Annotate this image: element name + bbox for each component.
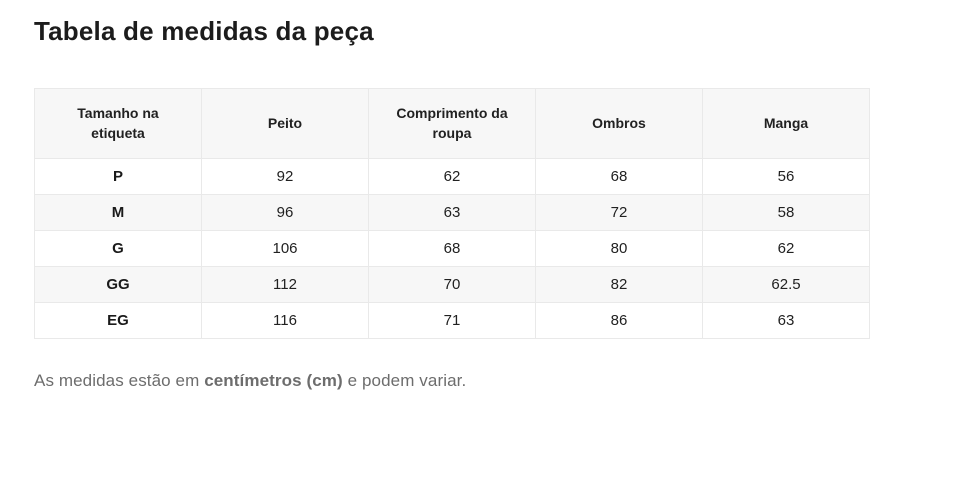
- size-label: G: [34, 230, 202, 267]
- column-header-ombros: Ombros: [535, 88, 703, 159]
- value-ombros: 80: [535, 230, 703, 267]
- value-ombros: 72: [535, 194, 703, 231]
- value-peito: 96: [201, 194, 369, 231]
- table-row-m: M 96 63 72 58: [34, 194, 870, 231]
- value-ombros: 86: [535, 302, 703, 339]
- column-header-manga: Manga: [702, 88, 870, 159]
- value-manga: 58: [702, 194, 870, 231]
- table-row-gg: GG 112 70 82 62.5: [34, 266, 870, 303]
- table-row-eg: EG 116 71 86 63: [34, 302, 870, 339]
- value-manga: 62.5: [702, 266, 870, 303]
- value-peito: 106: [201, 230, 369, 267]
- value-comprimento: 70: [368, 266, 536, 303]
- table-header: Tamanho na etiqueta Peito Comprimento da…: [34, 88, 870, 159]
- size-measurements-table: Tamanho na etiqueta Peito Comprimento da…: [34, 88, 870, 339]
- page-title: Tabela de medidas da peça: [34, 16, 374, 46]
- footnote-bold-unit: centímetros (cm): [204, 371, 343, 390]
- value-manga: 63: [702, 302, 870, 339]
- column-header-comprimento: Comprimento da roupa: [368, 88, 536, 159]
- value-comprimento: 68: [368, 230, 536, 267]
- size-label: P: [34, 158, 202, 195]
- footnote-text-after: e podem variar.: [342, 371, 467, 390]
- value-ombros: 82: [535, 266, 703, 303]
- table-row-p: P 92 62 68 56: [34, 158, 870, 195]
- table-row-g: G 106 68 80 62: [34, 230, 870, 267]
- value-manga: 62: [702, 230, 870, 267]
- value-comprimento: 63: [368, 194, 536, 231]
- value-peito: 112: [201, 266, 369, 303]
- value-comprimento: 71: [368, 302, 536, 339]
- footnote-text-before: As medidas estão em: [34, 371, 205, 390]
- value-ombros: 68: [535, 158, 703, 195]
- size-label: GG: [34, 266, 202, 303]
- size-label: EG: [34, 302, 202, 339]
- column-header-peito: Peito: [201, 88, 369, 159]
- table-header-row: Tamanho na etiqueta Peito Comprimento da…: [34, 88, 870, 159]
- measurements-footnote: As medidas estão em centímetros (cm) e p…: [34, 371, 466, 391]
- value-peito: 116: [201, 302, 369, 339]
- table-body: P 92 62 68 56 M 96 63 72 58 G 106 68 80 …: [34, 158, 870, 339]
- value-manga: 56: [702, 158, 870, 195]
- value-comprimento: 62: [368, 158, 536, 195]
- size-label: M: [34, 194, 202, 231]
- column-header-tamanho: Tamanho na etiqueta: [34, 88, 202, 159]
- value-peito: 92: [201, 158, 369, 195]
